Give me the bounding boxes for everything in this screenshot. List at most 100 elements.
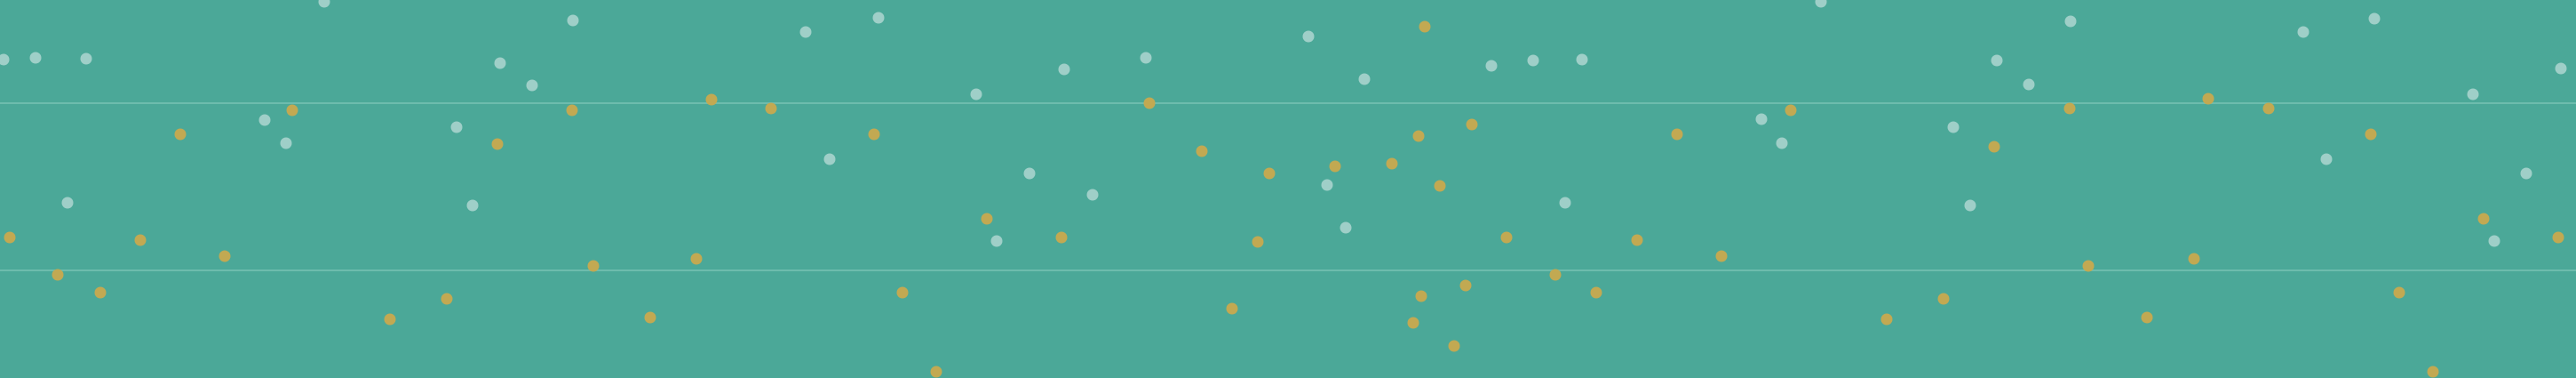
gold-dot xyxy=(690,253,703,265)
gold-dot xyxy=(705,93,718,106)
light-dot xyxy=(1947,121,1960,133)
light-dot xyxy=(1776,137,1788,149)
light-dot xyxy=(280,137,292,149)
gold-dot xyxy=(2477,213,2490,225)
gold-dot xyxy=(1631,234,1643,246)
light-dot xyxy=(1086,189,1099,201)
light-dot xyxy=(970,88,982,101)
gold-dot xyxy=(286,104,298,117)
light-dot xyxy=(1340,221,1352,234)
gold-dot xyxy=(52,269,64,281)
gold-dot xyxy=(868,128,880,141)
gold-dot xyxy=(1500,231,1513,244)
light-dot xyxy=(1058,63,1070,76)
gold-dot xyxy=(1434,180,1446,192)
gold-dot xyxy=(1196,145,1208,157)
gold-dot xyxy=(491,138,504,150)
gold-dot xyxy=(2188,253,2200,265)
gold-dot xyxy=(1459,279,1472,292)
gold-dot xyxy=(2552,231,2564,244)
gold-dot xyxy=(1386,157,1398,170)
light-dot xyxy=(1358,73,1371,85)
gold-dot xyxy=(2365,128,2377,141)
gold-dot xyxy=(2202,92,2214,105)
light-dot xyxy=(450,121,463,133)
light-dot xyxy=(872,12,885,24)
light-dot xyxy=(494,57,506,69)
light-dot xyxy=(1302,30,1315,43)
gold-dot xyxy=(1412,130,1425,142)
gold-dot xyxy=(896,286,909,299)
light-dot xyxy=(2520,167,2532,180)
gold-dot xyxy=(1988,141,2000,153)
light-dot xyxy=(258,114,271,126)
light-dot xyxy=(2368,12,2381,25)
gold-dot xyxy=(1055,231,1068,244)
gold-dot xyxy=(566,104,578,117)
gold-dot xyxy=(644,311,656,324)
gold-dot xyxy=(1252,236,1264,248)
gold-dot xyxy=(1466,118,1478,131)
light-dot xyxy=(1815,0,1827,8)
light-dot xyxy=(2555,62,2567,75)
gold-dot xyxy=(1329,160,1341,173)
light-dot xyxy=(1755,113,1768,125)
gold-dot xyxy=(1448,340,1460,352)
gold-dot xyxy=(1937,293,1950,305)
light-dot xyxy=(1140,52,1152,64)
gold-dot xyxy=(1415,290,1427,302)
gold-dot xyxy=(441,293,453,305)
light-dot xyxy=(1964,199,1976,212)
light-dot xyxy=(1559,197,1571,209)
gold-dot xyxy=(1263,167,1276,180)
gold-dot xyxy=(1880,313,1893,326)
light-dot xyxy=(29,52,42,64)
light-dot xyxy=(2297,26,2310,38)
light-dot xyxy=(466,199,479,212)
gold-dot xyxy=(2063,102,2076,115)
light-dot xyxy=(61,197,74,209)
light-dot xyxy=(1576,53,1588,66)
light-dot xyxy=(823,153,836,165)
light-dot xyxy=(80,52,92,65)
light-dot xyxy=(1485,60,1498,72)
gold-dot xyxy=(765,102,777,115)
gold-dot xyxy=(2141,311,2153,324)
gold-dot xyxy=(981,213,993,225)
gold-dot xyxy=(174,128,187,141)
gold-dot xyxy=(1785,104,1797,117)
gold-dot xyxy=(930,366,942,378)
light-dot xyxy=(567,14,579,27)
light-dot xyxy=(1991,54,2003,67)
gold-dot xyxy=(1715,250,1728,262)
gold-dot xyxy=(4,231,16,244)
gold-dot xyxy=(1419,20,1431,33)
gold-dot xyxy=(219,250,231,262)
gold-dot xyxy=(2393,286,2405,299)
gold-dot xyxy=(1549,269,1562,281)
light-dot xyxy=(1527,54,1539,67)
gold-dot xyxy=(134,234,147,246)
light-dot xyxy=(318,0,330,8)
light-dot xyxy=(0,53,10,66)
gold-dot xyxy=(1226,302,1238,315)
gold-dot xyxy=(94,286,107,299)
light-dot xyxy=(799,26,812,38)
light-dot xyxy=(2320,153,2333,165)
gold-dot xyxy=(1590,286,1602,299)
gold-dot xyxy=(2427,366,2439,378)
gold-dot xyxy=(384,313,396,326)
gold-dot xyxy=(1671,128,1683,141)
light-dot xyxy=(1321,179,1333,191)
light-dot xyxy=(2488,235,2500,247)
light-dot xyxy=(526,79,538,92)
gold-dot xyxy=(2262,102,2275,115)
light-dot xyxy=(2467,88,2479,101)
gold-dot xyxy=(1407,317,1419,329)
light-dot xyxy=(2064,15,2077,28)
light-dot xyxy=(990,235,1003,247)
gold-dot xyxy=(1143,97,1156,109)
